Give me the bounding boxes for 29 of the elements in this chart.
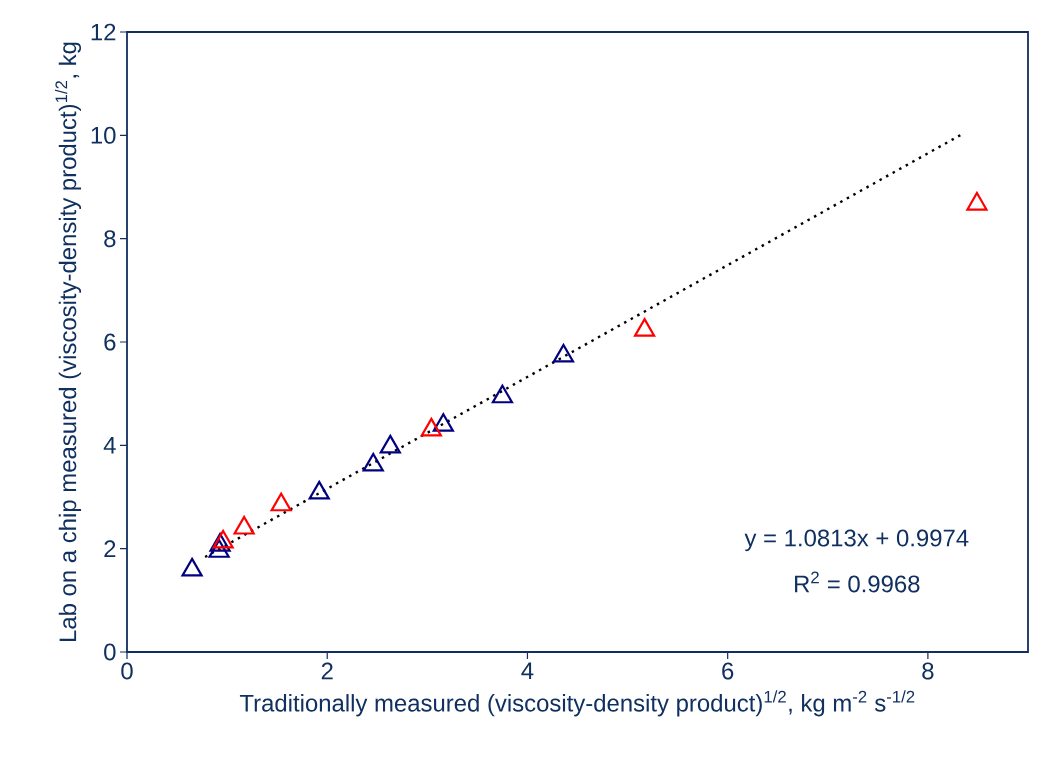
point <box>308 480 330 500</box>
point <box>420 417 442 437</box>
point <box>379 434 401 454</box>
y-axis-title: Lab on a chip measured (viscosity-density product)$^{1/2}$, kg <box>54 42 82 641</box>
x-tick-label: 6 <box>722 662 734 680</box>
annotation: R$^{2}$ = 0.9968 <box>795 571 920 593</box>
y-tick-label: 10 <box>91 126 116 144</box>
y-tick-label: 12 <box>91 23 116 41</box>
point <box>432 413 454 432</box>
y-tick-label: 0 <box>104 643 116 661</box>
point <box>966 191 988 211</box>
y-tick-label: 8 <box>104 230 116 248</box>
point <box>633 318 656 337</box>
point <box>181 557 203 577</box>
point <box>233 515 255 535</box>
x-axis-title: Traditionally measured (viscosity-density product)$^{1/2}$, kg m$^{-2}$ s$^{-1/2}$ <box>239 690 915 717</box>
point <box>208 539 230 558</box>
point <box>491 384 514 404</box>
y-tick-label: 2 <box>104 540 116 558</box>
x-tick-label: 0 <box>121 662 133 680</box>
annotation: y = 1.0813x + 0.9974 <box>744 529 969 552</box>
x-tick-label: 2 <box>321 662 333 680</box>
point <box>552 343 575 363</box>
point <box>270 492 292 512</box>
x-tick-label: 8 <box>922 662 934 680</box>
y-tick-label: 6 <box>104 333 116 351</box>
y-tick-label: 4 <box>103 437 116 454</box>
x-tick-label: 4 <box>521 662 534 679</box>
point <box>362 452 384 472</box>
